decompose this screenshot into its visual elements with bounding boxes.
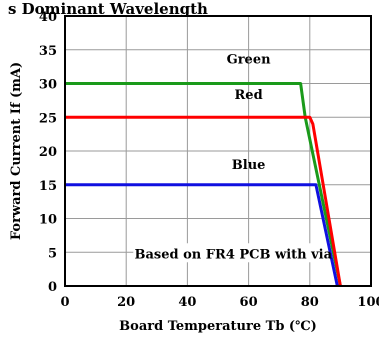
y-tick-label: 5 bbox=[48, 246, 57, 261]
y-tick-label: 15 bbox=[39, 179, 57, 194]
series-layer bbox=[65, 82, 342, 287]
y-tick-label: 20 bbox=[39, 145, 57, 160]
annotation-background bbox=[133, 243, 334, 263]
y-tick-label: 0 bbox=[48, 280, 57, 295]
y-tick-label: 30 bbox=[39, 78, 57, 93]
series-label-blue: Blue bbox=[232, 158, 266, 173]
x-tick-label: 60 bbox=[240, 295, 258, 310]
plot-frame bbox=[64, 15, 372, 287]
series-line-red bbox=[65, 115, 342, 287]
annotation-text: Based on FR4 PCB with via bbox=[135, 247, 333, 262]
y-tick-label: 25 bbox=[39, 111, 57, 126]
y-tick-label: 40 bbox=[39, 10, 57, 25]
series-label-red: Red bbox=[235, 88, 263, 103]
x-tick-label: 100 bbox=[357, 295, 379, 310]
x-axis-label: Board Temperature Tb (℃) bbox=[119, 319, 317, 334]
x-tick-label: 80 bbox=[301, 295, 319, 310]
x-tick-label: 20 bbox=[117, 295, 135, 310]
series-labels: Green Red Blue Based on FR4 PCB with via bbox=[135, 52, 333, 262]
series-line-green bbox=[65, 82, 342, 287]
x-tick-label: 0 bbox=[60, 295, 69, 310]
chart-title: s Dominant Wavelength bbox=[8, 0, 208, 18]
series-label-green: Green bbox=[227, 52, 271, 67]
ticks: 0 20 40 60 80 100 0 5 10 15 20 25 30 35 40 bbox=[39, 10, 379, 310]
y-tick-label: 35 bbox=[39, 44, 57, 59]
series-line-blue bbox=[65, 183, 339, 287]
y-tick-label: 10 bbox=[39, 213, 57, 228]
y-axis-label: Forward Current If (mA) bbox=[9, 62, 24, 240]
x-tick-label: 40 bbox=[178, 295, 196, 310]
